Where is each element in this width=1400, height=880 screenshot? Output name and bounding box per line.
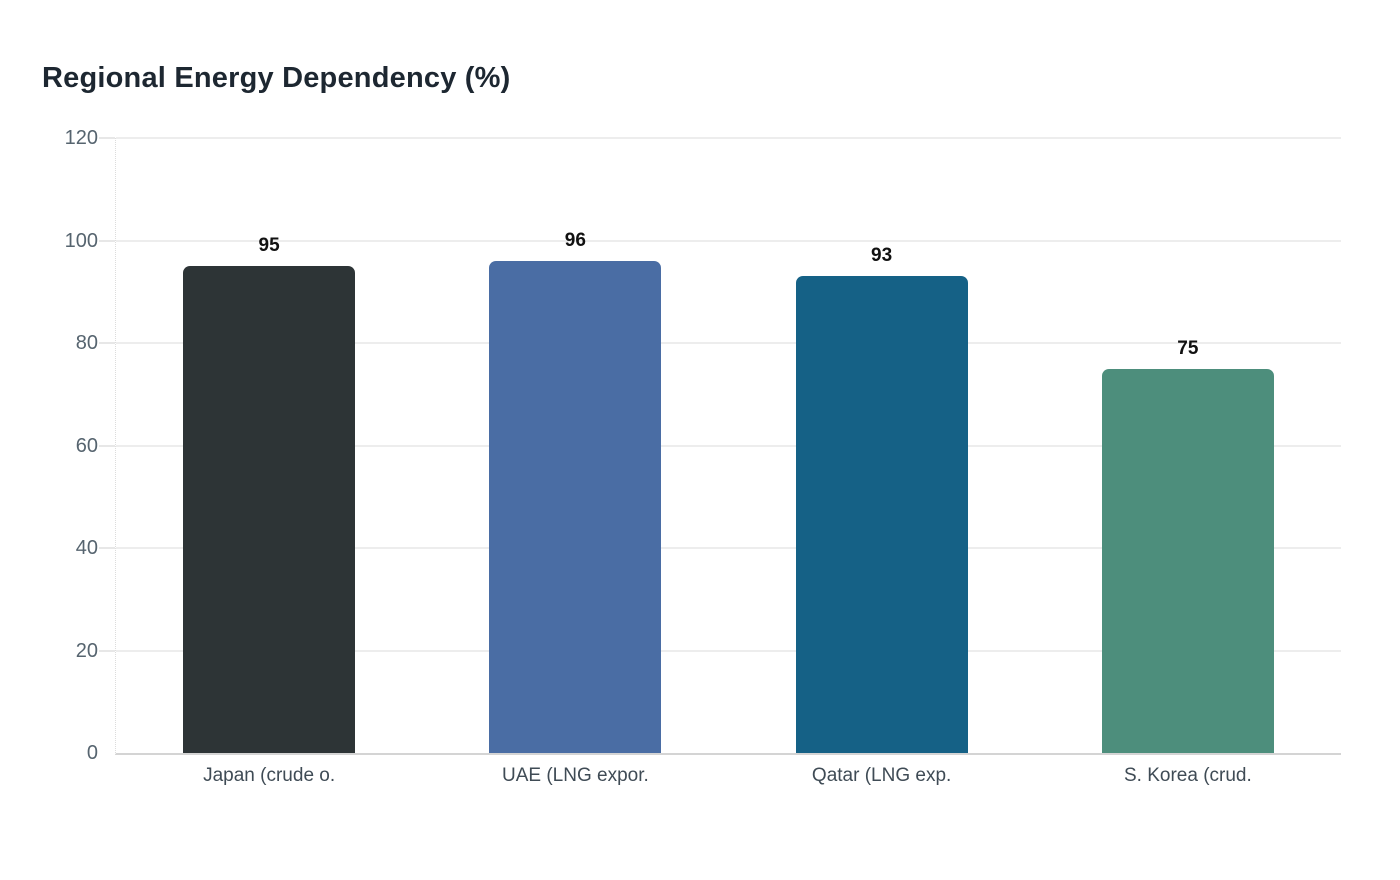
x-axis-category-label: UAE (LNG expor. bbox=[501, 765, 649, 786]
bar-value-label: 95 bbox=[258, 235, 280, 257]
y-tick-mark bbox=[99, 547, 115, 549]
y-tick-mark bbox=[99, 137, 115, 139]
y-tick-mark bbox=[99, 444, 115, 447]
bar-value-label: 75 bbox=[1177, 337, 1199, 359]
chart-title: Regional Energy Dependency (%) bbox=[42, 62, 511, 94]
gridline-y100 bbox=[116, 239, 1341, 242]
gridline-y80 bbox=[116, 342, 1341, 344]
x-axis-category-label: Qatar (LNG exp. bbox=[811, 765, 952, 786]
bar-2 bbox=[795, 276, 968, 753]
y-axis-tick-label: 120 bbox=[64, 127, 98, 149]
y-axis-tick-label: 40 bbox=[75, 537, 98, 559]
y-axis-tick-label: 20 bbox=[75, 639, 98, 662]
y-axis-tick-label: 80 bbox=[75, 332, 98, 354]
gridline-y120 bbox=[116, 137, 1341, 139]
x-axis-category-label: S. Korea (crud. bbox=[1123, 765, 1252, 786]
y-tick-mark bbox=[99, 342, 115, 344]
y-axis-tick-label: 60 bbox=[75, 434, 98, 457]
bar-value-label: 96 bbox=[564, 230, 586, 251]
y-tick-mark bbox=[99, 649, 115, 652]
gridline-y20 bbox=[116, 649, 1341, 652]
bar-value-label: 93 bbox=[871, 245, 893, 267]
bar-3 bbox=[1101, 368, 1274, 753]
plot-area: 0 20 40 60 80 100 120 95 Japan (crude o. 96 UAE (L… bbox=[65, 128, 1341, 786]
bar-0 bbox=[183, 266, 356, 753]
bar-1 bbox=[489, 261, 662, 753]
x-axis-category-label: Japan (crude o. bbox=[203, 765, 336, 786]
gridline-y60 bbox=[116, 444, 1341, 447]
y-axis-tick-label: 100 bbox=[64, 229, 98, 252]
y-axis-tick-label: 0 bbox=[86, 742, 98, 764]
y-tick-mark bbox=[99, 239, 115, 242]
gridline-y40 bbox=[116, 547, 1341, 549]
